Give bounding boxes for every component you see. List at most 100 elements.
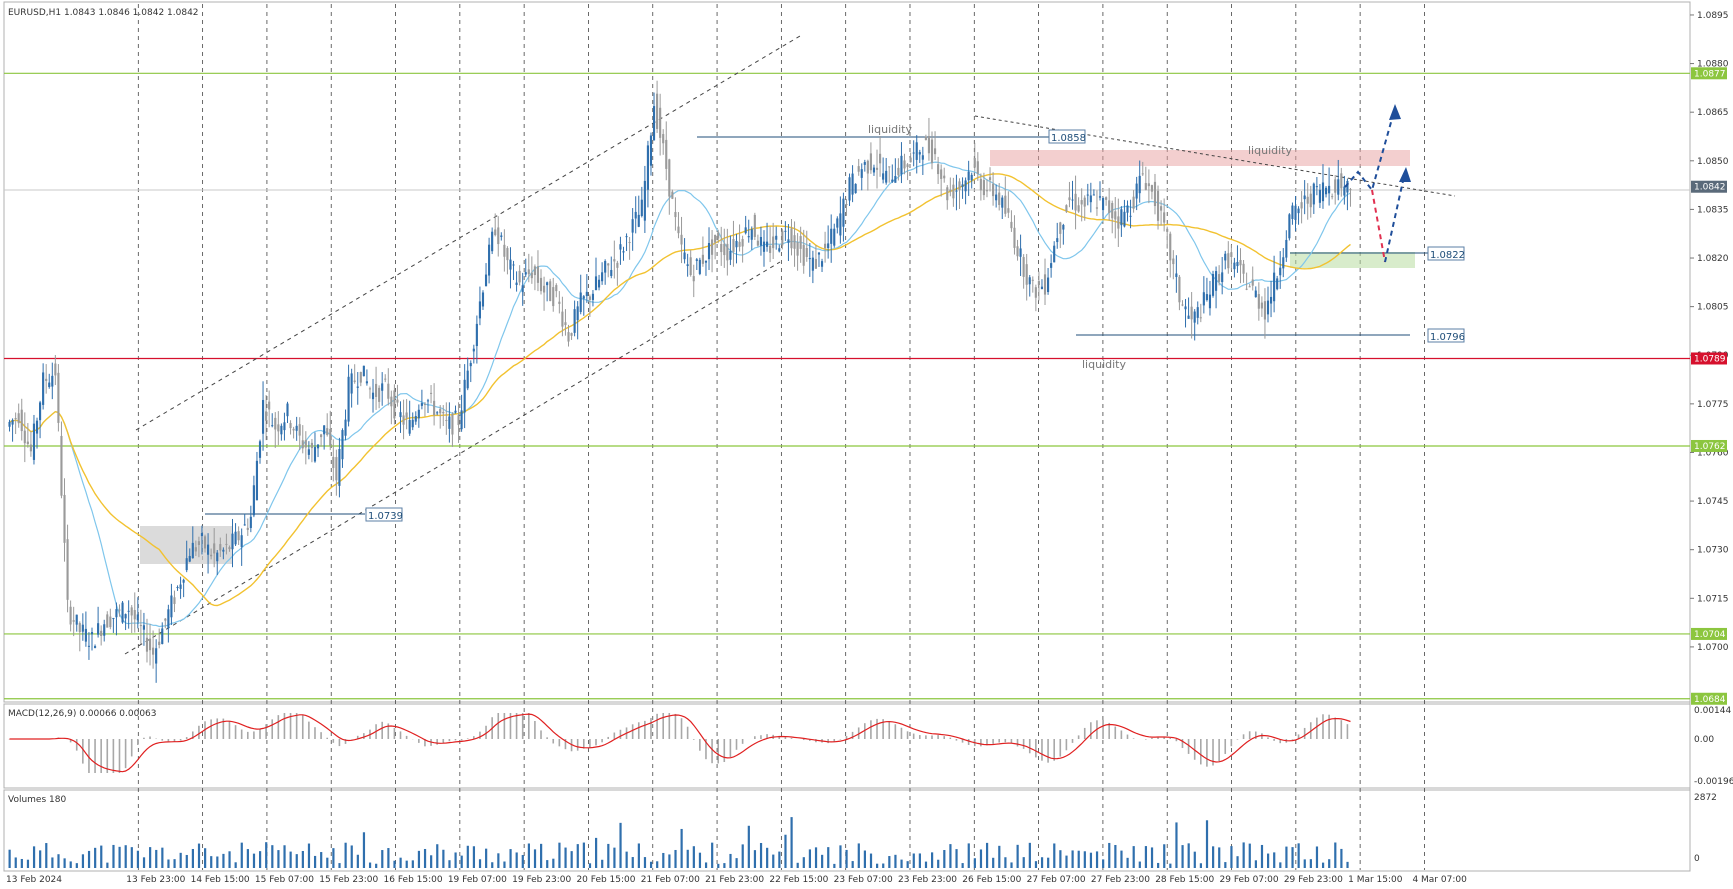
volume-bar [173,859,176,868]
macd-hist-bar [1316,717,1318,739]
macd-hist-bar [106,739,109,773]
volume-tick-bottom: 0 [1694,854,1700,864]
macd-hist-bar [173,739,176,742]
volume-bar [533,849,537,868]
candle-body [903,160,906,169]
candle-body [246,527,249,530]
candle-body [1245,288,1248,290]
macd-hist-bar [405,735,408,739]
demand-zone [1290,252,1415,268]
candle-body [765,241,769,247]
candle-body [1211,273,1215,296]
macd-hist-bar [130,739,133,757]
macd-hist-bar [876,718,878,739]
macd-hist-bar [1004,739,1007,743]
volume-bar [210,856,213,868]
volume-bar [320,852,323,868]
candle-body [1227,253,1230,269]
volume-bar [698,852,702,868]
macd-hist-bar [735,739,738,750]
candle-body [271,425,274,427]
macd-hist-bar [1090,722,1092,739]
macd-hist-bar [1273,739,1275,741]
macd-hist-bar [436,739,438,745]
volume-bar [949,844,952,868]
price-tick-label: 1.0715 [1697,594,1729,604]
candle-body [1132,196,1135,209]
macd-hist-bar [271,719,274,739]
candle-body [698,259,701,274]
price-tag-bg [1691,439,1727,452]
volume-bar [882,863,885,868]
price-tick-label: 1.0760 [1697,448,1729,458]
macd-hist-bar [448,739,451,742]
volume-bar [1034,861,1038,868]
candle-body [225,543,228,545]
price-tick-label: 1.0820 [1697,254,1729,264]
candle-body [820,261,824,267]
candle-body [597,279,601,288]
macd-hist-bar [69,739,72,743]
candle-body [576,306,579,321]
candle-body [8,421,11,427]
macd-hist-bar [1248,731,1251,739]
volume-bar [1205,820,1209,868]
volume-bar [136,850,140,868]
price-tag-label: 1.0789 [1694,354,1726,364]
candle-body [628,242,631,244]
macd-hist-bar [246,731,249,739]
candle-body [1233,262,1236,270]
candle-body [1248,286,1251,288]
volume-bar [411,860,414,868]
candle-body [814,258,817,269]
candle-body [158,641,161,646]
candle-body [817,252,821,255]
forecast-path-down [1371,189,1386,263]
volume-bar [857,843,860,868]
candle-body [762,241,766,252]
candle-body [145,637,149,652]
volume-bars [8,817,1349,868]
macd-hist-bar [662,713,664,739]
volume-bar [1175,822,1178,868]
candle-body [775,235,778,240]
macd-hist-bar [1212,739,1214,766]
candle-body [320,434,323,438]
volume-bar [295,854,298,868]
candle-body [32,423,36,460]
candle-body [216,552,219,562]
macd-panel[interactable] [3,703,1691,789]
macd-hist-bar [1224,739,1227,754]
candle-body [100,630,103,637]
macd-hist-bar [418,739,420,743]
candle-body [879,153,882,164]
candle-body [503,244,506,257]
liquidity-label-top-left: liquidity [868,123,912,136]
candle-body [1074,193,1077,211]
candle-body [973,158,976,168]
candle-body [155,648,158,664]
candle-body [90,632,94,635]
macd-hist-bar [1279,739,1282,744]
main-panel[interactable] [3,1,1691,703]
volume-bar [985,842,989,868]
candle-body [63,494,66,543]
macd-hist-bar [1242,734,1245,739]
candle-body [1101,198,1105,211]
macd-hist-bar [998,739,1000,743]
candle-body [582,296,585,299]
volume-bar [979,849,983,868]
volume-bar [454,852,457,868]
macd-hist-bar [100,739,102,773]
macd-hist-bar [338,739,341,747]
volume-bar [631,857,634,868]
candle-body [1040,286,1044,290]
candle-body [164,618,167,621]
price-tick-label: 1.0895 [1697,11,1729,21]
price-tag-label: 1.0842 [1694,183,1726,193]
macd-hist-bar [827,739,829,744]
macd-hist-bar [778,735,781,739]
candle-body [1193,311,1196,323]
candle-body [1276,278,1279,290]
